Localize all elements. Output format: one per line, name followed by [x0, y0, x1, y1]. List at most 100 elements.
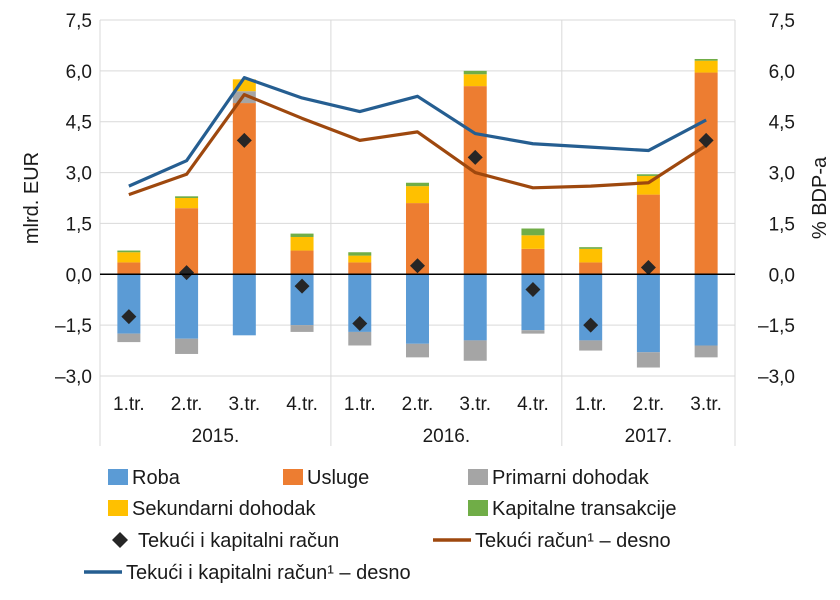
bar-segment	[175, 208, 199, 275]
bar-segment	[579, 247, 603, 249]
x-group-label: 2016.	[423, 426, 471, 447]
bar-segment	[463, 86, 487, 275]
bar-segment	[694, 72, 718, 275]
y-axis-title-right: % BDP-a	[809, 156, 831, 239]
bar-segment	[348, 331, 372, 346]
y-tick-right: 3,0	[769, 164, 795, 185]
x-tick-label: 3.tr.	[690, 394, 722, 415]
lines	[128, 76, 708, 197]
legend-swatch	[108, 469, 128, 485]
y-tick-left: 6,0	[66, 62, 92, 83]
bar-segment	[694, 345, 718, 358]
bar-segment	[521, 235, 545, 249]
bar-segment	[232, 103, 256, 275]
x-tick-label: 3.tr.	[228, 394, 260, 415]
bar-segment	[406, 274, 429, 344]
legend-label: Tekući i kapitalni račun	[138, 530, 339, 552]
bar-segment	[290, 236, 314, 251]
bar-segment	[636, 274, 660, 353]
bar-segment	[175, 274, 199, 339]
x-tick-label: 1.tr.	[575, 394, 607, 415]
bar-segment	[463, 274, 487, 341]
series-line	[128, 92, 708, 197]
data-marker	[294, 278, 310, 294]
y-tick-left: 4,5	[66, 113, 92, 134]
bar-segment	[694, 274, 718, 346]
y-tick-left: –3,0	[55, 367, 92, 388]
y-axis-title-left: mlrd. EUR	[21, 152, 43, 244]
bar-segment	[636, 194, 660, 275]
bar-segment	[117, 252, 141, 263]
data-marker	[121, 309, 137, 325]
bar-segment	[290, 250, 314, 275]
bar-segment	[521, 330, 545, 334]
data-marker	[236, 132, 252, 148]
legend-swatch	[468, 469, 488, 485]
legend-label: Sekundarni dohodak	[132, 498, 316, 520]
bar-segment	[406, 186, 429, 204]
legend-label: Kapitalne transakcije	[492, 498, 677, 520]
x-group-label: 2015.	[192, 426, 240, 447]
y-tick-left: 0,0	[66, 265, 92, 286]
legend-label: Roba	[132, 467, 181, 489]
bar-segment	[348, 255, 372, 263]
bar-segment	[348, 262, 372, 275]
bar-segment	[521, 248, 545, 275]
bar-segment	[579, 248, 603, 263]
bar-segment	[232, 274, 256, 336]
y-tick-right: 4,5	[769, 113, 795, 134]
bar-segment	[232, 79, 256, 92]
data-marker	[467, 149, 483, 165]
legend-marker	[112, 532, 128, 548]
y-tick-right: 6,0	[769, 62, 795, 83]
x-group-label: 2017.	[625, 426, 673, 447]
x-tick-label: 4.tr.	[286, 394, 318, 415]
data-marker	[640, 260, 656, 276]
y-tick-right: –1,5	[758, 316, 795, 337]
bar-segment	[117, 333, 141, 343]
bar-segment	[579, 340, 603, 351]
bar-segment	[290, 325, 314, 332]
legend-swatch	[283, 469, 303, 485]
data-marker	[352, 315, 368, 331]
series-line	[128, 76, 707, 188]
y-tick-left: 3,0	[66, 164, 92, 185]
legend-label: Tekući račun¹ – desno	[475, 530, 671, 552]
y-tick-left: 1,5	[66, 214, 92, 235]
data-marker	[410, 258, 425, 274]
bar-segment	[348, 274, 372, 332]
bar-segment	[463, 340, 487, 361]
bar-segment	[406, 203, 429, 275]
x-tick-label: 2.tr.	[633, 394, 665, 415]
x-tick-label: 2.tr.	[171, 394, 203, 415]
bar-segment	[117, 262, 141, 275]
bar-segment	[636, 352, 660, 368]
legend-label: Primarni dohodak	[492, 467, 650, 489]
legend-label: Tekući i kapitalni račun¹ – desno	[126, 562, 411, 584]
x-tick-label: 1.tr.	[113, 394, 145, 415]
data-marker	[698, 132, 714, 148]
y-tick-right: 1,5	[769, 214, 795, 235]
y-tick-right: –3,0	[758, 367, 795, 388]
bar-segment	[406, 343, 429, 358]
bar-segment	[117, 250, 141, 253]
x-tick-label: 2.tr.	[402, 394, 434, 415]
y-tick-right: 0,0	[769, 265, 795, 286]
legend-swatch	[108, 500, 128, 516]
data-marker	[179, 265, 195, 281]
bar-segment	[117, 274, 141, 334]
x-tick-label: 4.tr.	[517, 394, 549, 415]
legend-swatch	[468, 500, 488, 516]
markers	[121, 132, 714, 333]
y-tick-left: 7,5	[66, 11, 92, 32]
data-marker	[583, 317, 599, 333]
x-tick-label: 1.tr.	[344, 394, 376, 415]
bar-segment	[694, 58, 718, 61]
bar-segment	[290, 233, 314, 237]
legend: Roba Usluge Primarni dohodak Sekundarni doh…	[84, 467, 677, 584]
bar-segment	[175, 338, 199, 354]
gridlines	[99, 19, 736, 446]
y-tick-right: 7,5	[769, 11, 795, 32]
bar-segment	[579, 262, 603, 275]
